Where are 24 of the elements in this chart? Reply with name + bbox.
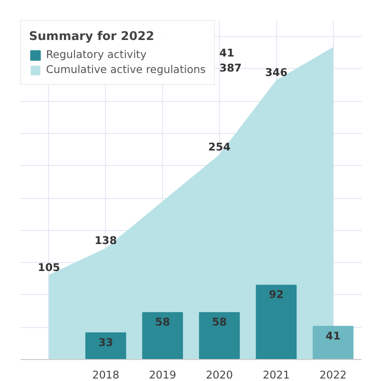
data-label: 346	[265, 66, 288, 80]
data-label: 41	[326, 329, 341, 342]
data-label: 138	[94, 234, 117, 248]
data-label: 105	[38, 260, 60, 274]
bar	[199, 312, 240, 360]
legend-title: Summary for 2022	[29, 29, 156, 43]
bar	[256, 284, 297, 360]
x-tick-label: 2021	[262, 368, 290, 381]
bar	[312, 326, 354, 360]
annotation: 41	[219, 46, 234, 60]
bar	[85, 332, 126, 360]
annotation: 387	[219, 61, 242, 74]
x-tick-label: 2019	[149, 368, 176, 381]
data-label: 254	[208, 140, 231, 154]
data-label: 58	[212, 316, 227, 329]
data-label: 92	[268, 288, 284, 302]
data-label: 33	[98, 336, 114, 349]
x-tick-label: 2018	[92, 368, 120, 381]
legend-label: Regulatory activity	[46, 48, 147, 61]
bar	[142, 312, 183, 360]
legend-label: Cumulative active regulations	[46, 63, 206, 76]
data-label: 58	[155, 316, 170, 329]
x-tick-label: 2022	[320, 368, 347, 381]
x-tick-label: 2020	[206, 368, 234, 381]
